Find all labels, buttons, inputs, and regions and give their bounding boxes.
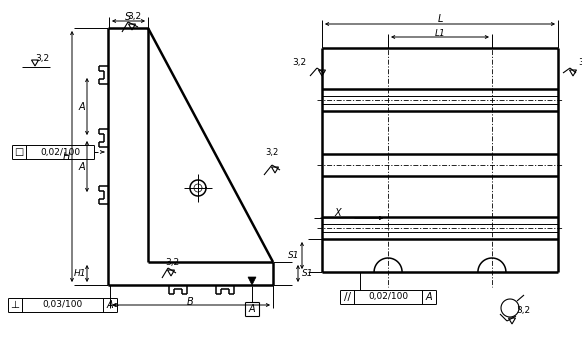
Text: S1: S1 <box>302 269 314 278</box>
Text: A: A <box>425 292 432 302</box>
Text: ⊥: ⊥ <box>10 300 20 310</box>
Text: B: B <box>187 297 194 307</box>
Text: H1: H1 <box>74 269 86 278</box>
Text: L: L <box>437 14 443 24</box>
Text: 3,2: 3,2 <box>165 257 179 267</box>
Text: 3,2: 3,2 <box>265 148 279 157</box>
Text: A: A <box>249 304 255 314</box>
Text: 3,2: 3,2 <box>127 12 141 20</box>
Text: //: // <box>343 292 350 302</box>
Text: 3,2: 3,2 <box>35 54 49 62</box>
Text: 0,03/100: 0,03/100 <box>42 300 83 310</box>
Text: S1: S1 <box>288 251 300 260</box>
Text: 3,2: 3,2 <box>578 58 582 66</box>
Text: 3,2: 3,2 <box>292 58 306 66</box>
Text: X: X <box>335 208 341 218</box>
Text: A: A <box>79 102 86 112</box>
Text: H: H <box>62 151 70 162</box>
Text: 0,02/100: 0,02/100 <box>40 148 80 157</box>
Text: A: A <box>107 300 113 310</box>
Text: 0,02/100: 0,02/100 <box>368 293 408 301</box>
Text: A: A <box>79 162 86 172</box>
Text: S: S <box>125 12 131 22</box>
Text: 3,2: 3,2 <box>516 307 530 315</box>
Polygon shape <box>248 277 256 285</box>
Text: □: □ <box>15 147 24 157</box>
Text: L1: L1 <box>435 29 445 38</box>
